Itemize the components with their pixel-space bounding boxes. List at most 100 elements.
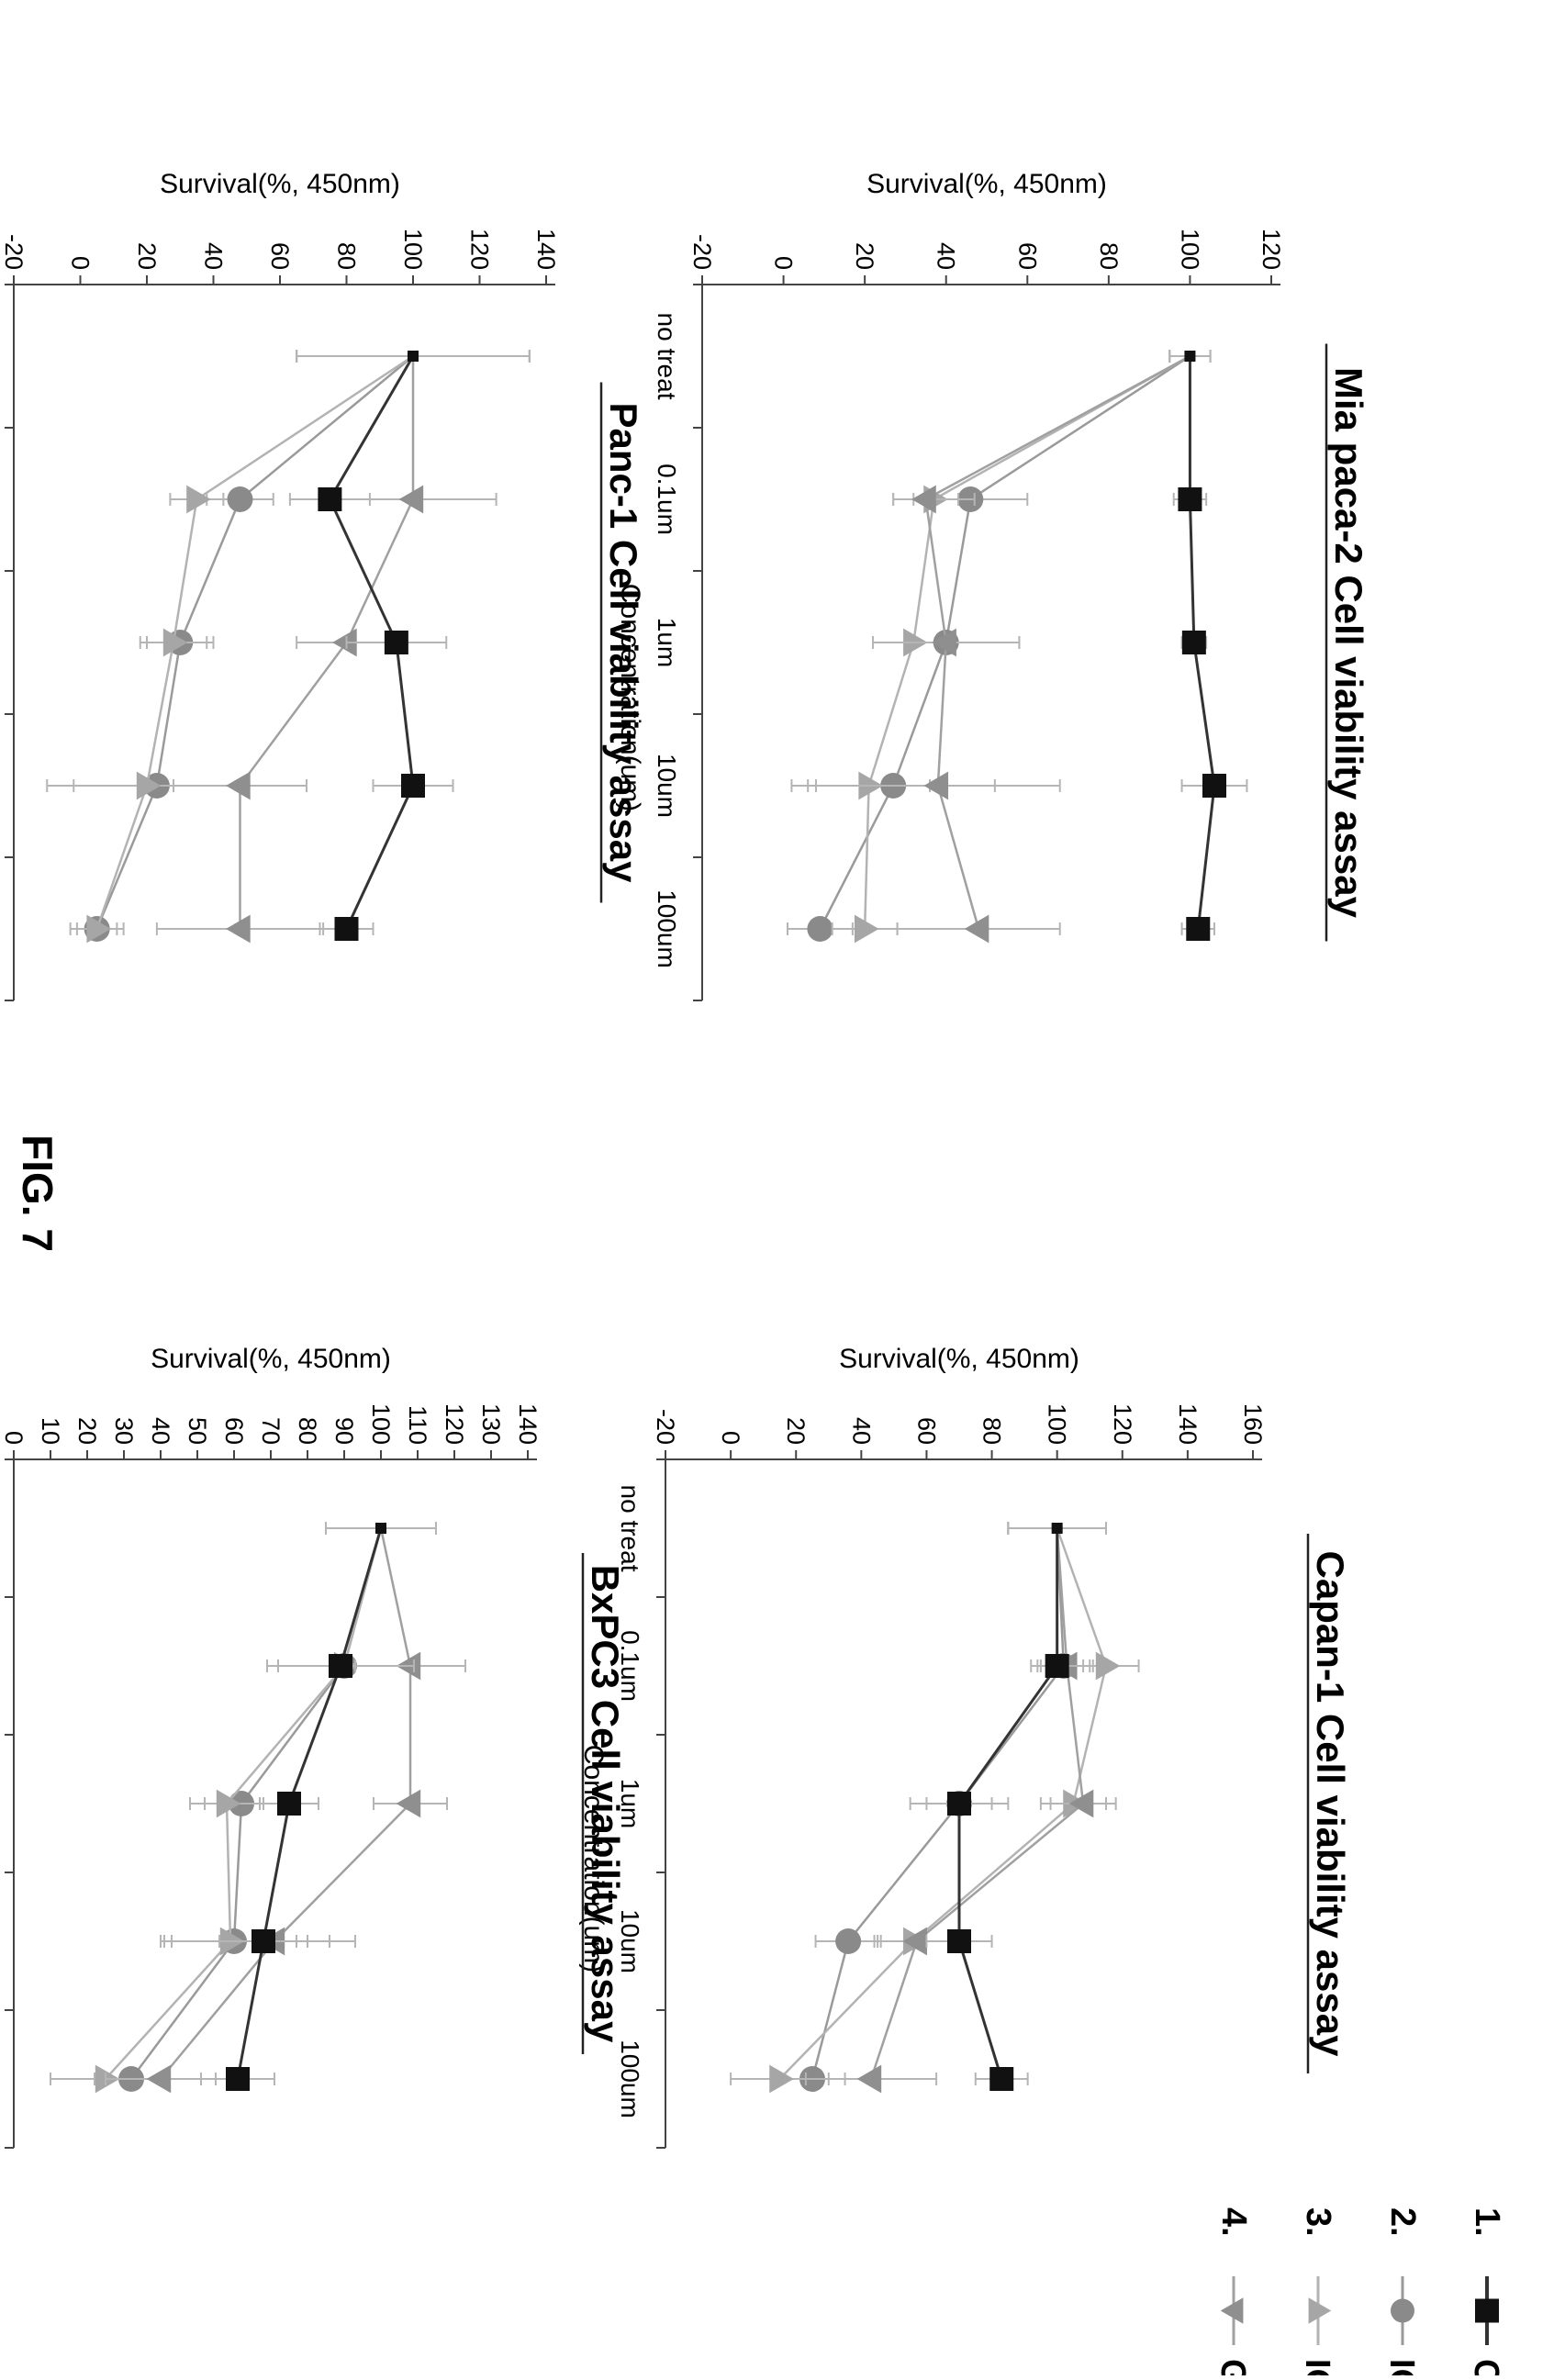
data-point xyxy=(835,1928,862,1954)
data-point xyxy=(227,486,253,512)
legend-marker xyxy=(1220,2297,1244,2324)
y-tick-label: 100 xyxy=(1176,229,1203,270)
y-tick-label: 100 xyxy=(1044,1403,1071,1445)
legend-number: 2. xyxy=(1383,2207,1422,2237)
data-point xyxy=(1051,1523,1063,1534)
y-tick-label: 80 xyxy=(294,1417,321,1445)
data-point xyxy=(136,771,162,800)
x-tick-label: 10um xyxy=(653,754,681,818)
data-point xyxy=(226,2067,250,2091)
chart-title: Capan-1 Cell viability assay xyxy=(1309,1551,1352,2058)
y-tick-label: 20 xyxy=(73,1417,101,1445)
data-point xyxy=(226,771,251,800)
y-axis-title: Survival(%, 450nm) xyxy=(160,169,400,199)
legend-label: Gem xyxy=(1213,2359,1252,2375)
y-tick-label: 60 xyxy=(912,1417,940,1445)
data-point xyxy=(964,914,989,944)
legend-item-gem: 4. Gem xyxy=(1213,2207,1253,2380)
data-point xyxy=(1095,1651,1121,1681)
y-tick-label: 160 xyxy=(1239,1403,1267,1445)
chart-title: BxPC3 Cell viability assay xyxy=(584,1565,627,2043)
series-io101l xyxy=(807,350,1212,944)
y-tick-label: 130 xyxy=(477,1403,505,1445)
y-axis-title: Survival(%, 450nm) xyxy=(866,169,1107,199)
y-axis-title: Survival(%, 450nm) xyxy=(151,1344,391,1374)
chart-panel-1: Mia paca-2 Cell viability assay 120 100 80 6… xyxy=(615,169,1370,1001)
data-point xyxy=(334,917,359,941)
x-tick-label: 1um xyxy=(616,1779,644,1828)
chart-panel-4: BxPC3 Cell viability assay 140 130 120 110 10… xyxy=(0,1344,627,2149)
x-tick-label: 10um xyxy=(616,1909,644,1973)
data-point xyxy=(1184,351,1196,362)
x-tick-label: 100um xyxy=(653,889,681,968)
y-tick-label: 110 xyxy=(404,1405,431,1445)
y-tick-label: 140 xyxy=(1174,1403,1202,1445)
y-tick-label: 80 xyxy=(333,242,361,270)
data-point xyxy=(162,628,188,657)
data-point xyxy=(923,771,949,800)
y-tick-label: 40 xyxy=(147,1417,174,1445)
data-point xyxy=(86,914,112,944)
series-io101 xyxy=(787,350,1212,942)
y-tick-label: 20 xyxy=(133,242,161,270)
data-point xyxy=(401,774,425,798)
y-tick-label: 20 xyxy=(851,242,878,270)
data-point xyxy=(1186,917,1211,941)
data-point xyxy=(408,351,419,362)
data-point xyxy=(226,914,251,944)
data-point xyxy=(318,487,342,511)
legend: 1. CRO 2. IO101 3. IO101L 4. Gem xyxy=(1213,2207,1506,2380)
data-point xyxy=(769,2064,794,2094)
y-tick-label: 60 xyxy=(1013,242,1041,270)
x-tick-label: no treat xyxy=(616,1485,644,1572)
y-tick-label: 90 xyxy=(330,1417,358,1445)
data-point xyxy=(1178,487,1202,511)
data-point xyxy=(947,1792,971,1816)
y-tick-label: 40 xyxy=(933,242,960,270)
x-tick-label: 100um xyxy=(616,2039,644,2118)
legend-label: CRO xyxy=(1467,2359,1505,2375)
data-point xyxy=(947,1929,971,1953)
data-point xyxy=(1045,1654,1069,1678)
data-point xyxy=(398,485,424,514)
legend-item-io101: 2. IO101 xyxy=(1382,2207,1422,2380)
y-tick-label: 120 xyxy=(441,1403,468,1445)
chart-title: Panc-1 Cell viability assay xyxy=(602,403,645,884)
y-tick-label: 40 xyxy=(847,1417,875,1445)
y-tick-label: 140 xyxy=(532,229,560,270)
series-io101 xyxy=(94,1522,437,2092)
data-point xyxy=(989,2067,1014,2091)
data-point xyxy=(332,628,357,657)
series-io101 xyxy=(73,350,531,942)
chart-panel-3: Capan-1 Cell viability assay 160 140 120 100… xyxy=(578,1344,1352,2149)
charts-group: Mia paca-2 Cell viability assay120100806… xyxy=(0,169,1370,2149)
legend-label: IO101 xyxy=(1382,2359,1421,2375)
y-axis-title: Survival(%, 450nm) xyxy=(839,1344,1079,1374)
x-tick-label: 0.1um xyxy=(653,464,681,535)
figure-label: FIG. 7 xyxy=(14,1134,61,1252)
y-tick-label: 100 xyxy=(367,1403,395,1445)
data-point xyxy=(807,916,833,942)
y-tick-label: 0 xyxy=(770,256,798,270)
series-gem xyxy=(815,350,1212,944)
legend-item-cro: 1. CRO xyxy=(1467,2207,1506,2380)
data-point xyxy=(932,628,956,657)
y-tick-label: 60 xyxy=(220,1417,248,1445)
y-tick-label: 0 xyxy=(67,256,95,270)
y-tick-label: 120 xyxy=(1258,229,1285,270)
series-cro xyxy=(288,350,531,941)
y-tick-label: 100 xyxy=(399,229,427,270)
y-tick-label: 50 xyxy=(184,1417,211,1445)
data-point xyxy=(396,1789,421,1818)
data-point xyxy=(146,2064,172,2094)
y-tick-label: 30 xyxy=(110,1417,138,1445)
chart-panel-2: Panc-1 Cell viability assay 140 120 100 80 60… xyxy=(0,169,645,1001)
y-tick-label: 80 xyxy=(1095,242,1123,270)
y-tick-label: 0 xyxy=(717,1431,744,1445)
legend-marker xyxy=(1475,2298,1499,2323)
x-tick-label: 0.1um xyxy=(616,1630,644,1702)
y-tick-label: 140 xyxy=(514,1403,542,1445)
y-tick-label: 40 xyxy=(200,242,228,270)
data-point xyxy=(856,2064,882,2094)
